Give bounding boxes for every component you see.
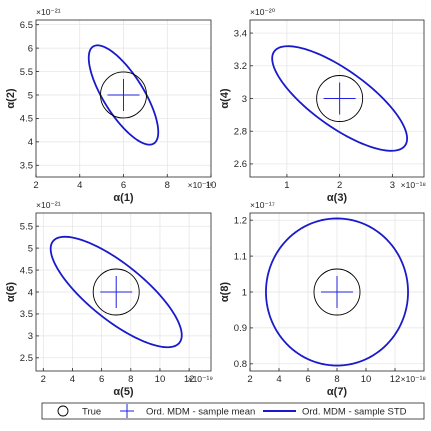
y-tick-label: 5	[28, 90, 33, 101]
y-tick-label: 1	[242, 287, 247, 298]
x-exponent-label: ×10⁻¹⁹	[188, 374, 214, 384]
x-axis-label: α(3)	[327, 192, 348, 204]
legend-mean-label: Ord. MDM - sample mean	[146, 407, 255, 418]
subplot-3: 2 4 6 8 10 12 2.5 3 3.5 4 4.5 5 5.5 ×10⁻²¹ ×10⁻¹⁹ α(5) α…	[5, 200, 213, 398]
true-marker	[92, 268, 140, 316]
sample-std-ellipse	[265, 217, 409, 367]
x-exponent-label: ×10⁻¹⁸	[401, 374, 427, 384]
legend: True Ord. MDM - sample mean Ord. MDM - s…	[41, 402, 425, 420]
sample-std-ellipse	[49, 235, 183, 349]
y-tick-label: 4	[28, 287, 33, 298]
y-axis-label: α(6)	[5, 282, 17, 303]
x-tick-label: 2	[41, 374, 46, 385]
y-tick-label: 6	[28, 43, 33, 54]
x-tick-label: 4	[77, 180, 82, 191]
x-tick-label: 3	[390, 180, 395, 191]
y-exponent-label: ×10⁻²⁰	[250, 7, 276, 17]
y-tick-label: 4	[28, 137, 33, 148]
y-tick-label: 5.5	[20, 221, 33, 232]
x-tick-label: 2	[33, 180, 38, 191]
true-marker	[316, 75, 364, 122]
x-tick-label: 12	[390, 374, 401, 385]
x-tick-label: 6	[305, 374, 310, 385]
y-tick-label: 3.5	[20, 161, 33, 172]
y-tick-label: 2.5	[20, 353, 33, 364]
x-tick-label: 10	[361, 374, 372, 385]
y-tick-label: 0.9	[234, 323, 247, 334]
y-tick-label: 3	[28, 331, 33, 342]
legend-true-label: True	[82, 407, 101, 418]
y-tick-label: 3.2	[234, 61, 247, 72]
y-exponent-label: ×10⁻²¹	[36, 200, 61, 210]
x-axis-label: α(7)	[327, 386, 348, 398]
y-exponent-label: ×10⁻¹⁷	[250, 200, 275, 210]
subplot-2: 1 2 3 2.6 2.8 3 3.2 3.4 ×10⁻²⁰ ×10⁻¹⁸ α(3) α(4)	[219, 7, 426, 204]
legend-true-marker	[57, 405, 69, 417]
legend-std-label: Ord. MDM - sample STD	[302, 407, 407, 418]
y-exponent-label: ×10⁻²¹	[36, 7, 61, 17]
y-tick-label: 5	[28, 243, 33, 254]
subplots: 2 4 6 8 103.544.555.566.5×10⁻²¹×10⁻¹⁹α(1)α(2…	[5, 7, 426, 398]
true-marker	[100, 71, 147, 119]
x-axis-label: α(1)	[113, 192, 134, 204]
legend-box	[41, 402, 425, 420]
subplot-4: 2 4 6 8 10 12 0.8 0.9 1 1.1 1.2×10⁻¹⁷ ×10⁻¹⁸ α(7) α(8…	[219, 200, 426, 398]
y-tick-label: 2.8	[234, 127, 247, 138]
x-tick-label: 12	[184, 374, 195, 385]
x-tick-label: 2	[337, 180, 342, 191]
x-tick-label: 8	[165, 180, 170, 191]
true-marker	[313, 268, 361, 316]
y-tick-label: 3	[242, 94, 247, 105]
x-tick-label: 8	[128, 374, 133, 385]
y-tick-label: 4.5	[20, 114, 33, 125]
x-tick-label: 8	[334, 374, 339, 385]
x-tick-label: 1	[284, 180, 289, 191]
x-tick-label: 6	[121, 180, 126, 191]
y-tick-label: 4.5	[20, 265, 33, 276]
x-tick-label: 4	[276, 374, 281, 385]
y-tick-label: 3.5	[20, 309, 33, 320]
y-tick-label: 1.1	[234, 251, 247, 262]
y-tick-label: 3.4	[234, 28, 247, 39]
y-axis-label: α(4)	[219, 88, 231, 109]
x-tick-label: 10	[155, 374, 166, 385]
y-tick-label: 1.2	[234, 215, 247, 226]
y-axis-label: α(2)	[5, 88, 17, 109]
x-axis-label: α(5)	[113, 386, 134, 398]
x-tick-label: 4	[70, 374, 75, 385]
x-exponent-label: ×10⁻¹⁹	[188, 180, 214, 190]
x-tick-label: 10	[206, 180, 217, 191]
subplot-1: 2 4 6 8 10 3.5 4 4.5 5 5.5 6 6.5×10⁻²¹ ×10⁻¹⁹ α(1) α(2…	[5, 7, 216, 204]
y-tick-label: 5.5	[20, 67, 33, 78]
y-tick-label: 2.6	[234, 159, 247, 170]
y-tick-label: 0.8	[234, 359, 247, 370]
sample-std-ellipse	[87, 44, 160, 146]
x-tick-label: 2	[247, 374, 252, 385]
y-tick-label: 6.5	[20, 20, 33, 31]
sample-std-ellipse	[271, 45, 408, 152]
y-axis-label: α(8)	[219, 282, 231, 303]
x-tick-label: 6	[99, 374, 104, 385]
x-exponent-label: ×10⁻¹⁸	[401, 180, 427, 190]
